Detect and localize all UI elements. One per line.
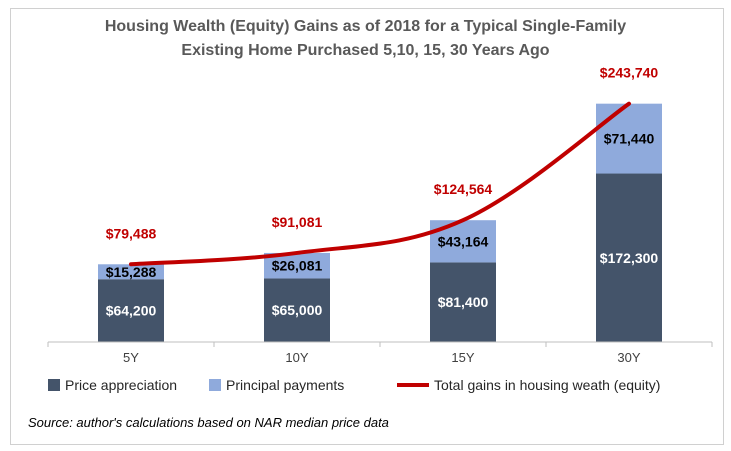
legend-label-price-appreciation: Price appreciation [65, 377, 177, 393]
label-total-gains-15Y: $124,564 [434, 181, 493, 197]
bar-price-appreciation-30Y [596, 173, 662, 342]
bar-price-appreciation-5Y [98, 279, 164, 342]
bar-principal-payments-30Y [596, 103, 662, 174]
x-axis: 5Y 10Y 15Y 30Y [47, 341, 713, 365]
label-total-gains-10Y: $91,081 [272, 214, 323, 230]
bars-group [98, 103, 662, 342]
data-labels-group: $64,200 $15,288 $65,000 $26,081 $81,400 $43,1… [106, 65, 659, 319]
label-price-appreciation-30Y: $172,300 [600, 250, 659, 266]
label-price-appreciation-10Y: $65,000 [272, 302, 323, 318]
label-total-gains-30Y: $243,740 [600, 65, 659, 81]
legend-label-principal-payments: Principal payments [226, 377, 344, 393]
x-tick-label-30Y: 30Y [617, 350, 640, 365]
label-price-appreciation-5Y: $64,200 [106, 303, 157, 319]
label-principal-payments-30Y: $71,440 [604, 131, 655, 147]
label-principal-payments-15Y: $43,164 [438, 233, 489, 249]
legend-swatch-principal-payments [209, 379, 221, 391]
label-principal-payments-10Y: $26,081 [272, 258, 323, 274]
chart-title-line1: Housing Wealth (Equity) Gains as of 2018… [104, 18, 627, 35]
legend-swatch-price-appreciation [48, 379, 60, 391]
x-tick-label-10Y: 10Y [285, 350, 308, 365]
chart-title-line2: Existing Home Purchased 5,10, 15, 30 Yea… [181, 42, 550, 59]
x-tick-label-5Y: 5Y [123, 350, 139, 365]
x-tick-label-15Y: 15Y [451, 350, 474, 365]
label-total-gains-5Y: $79,488 [106, 225, 157, 241]
total-gains-line [129, 101, 631, 267]
total-line-layer [129, 101, 631, 267]
bar-price-appreciation-10Y [264, 278, 330, 342]
bar-principal-payments-5Y [98, 264, 164, 280]
legend-label-total-gains: Total gains in housing weath (equity) [434, 377, 660, 393]
legend: Price appreciation Principal payments Tota… [48, 377, 660, 393]
label-principal-payments-5Y: $15,288 [106, 264, 157, 280]
bar-price-appreciation-15Y [430, 262, 496, 342]
label-price-appreciation-15Y: $81,400 [438, 294, 489, 310]
source-note: Source: author's calculations based on N… [28, 415, 389, 430]
